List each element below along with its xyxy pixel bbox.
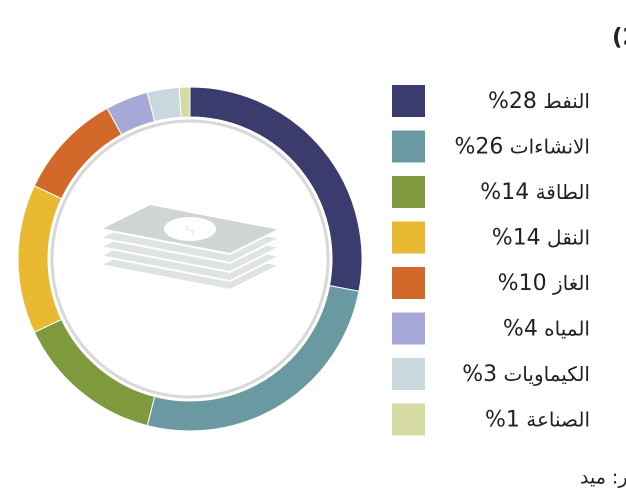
legend-entry: النفط 28%	[488, 89, 590, 115]
legend-label: النقل	[547, 225, 590, 249]
donut-segment	[178, 86, 191, 118]
money-icon: $	[96, 202, 284, 292]
legend-entry: النقل 14%	[492, 225, 590, 251]
legend-entry: الغاز 10%	[498, 271, 590, 297]
legend-swatch	[392, 130, 425, 163]
legend-swatch	[392, 403, 425, 436]
legend-swatch	[392, 358, 425, 390]
legend-entry: الكيماويات 3%	[462, 362, 590, 388]
legend-value: 3%	[462, 362, 497, 387]
legend-label: الطاقة	[536, 180, 590, 204]
legend-label: النفط	[543, 89, 590, 113]
legend-swatch	[392, 85, 425, 117]
legend-value: 28%	[488, 89, 537, 114]
legend-value: 14%	[480, 180, 529, 205]
donut-segment	[146, 285, 360, 432]
legend-value: 10%	[498, 271, 547, 296]
legend-swatch	[392, 312, 425, 345]
legend-swatch	[392, 267, 425, 299]
legend-value: 4%	[503, 317, 538, 342]
legend-label: الكيماويات	[503, 362, 590, 386]
donut-segment	[33, 107, 123, 200]
legend-label: الغاز	[552, 271, 590, 295]
legend-value: 26%	[454, 135, 503, 160]
legend-swatch	[392, 221, 425, 254]
inner-ring	[50, 119, 330, 399]
legend-entry: الصناعة 1%	[485, 407, 590, 433]
donut-segment	[33, 318, 156, 427]
legend-label: الصناعة	[526, 407, 590, 431]
dollar-sign: $	[184, 220, 197, 241]
legend-value: 1%	[485, 408, 520, 433]
legend-entry: الطاقة 14%	[480, 180, 590, 206]
legend-value: 14%	[492, 226, 541, 251]
legend-entry: المياه 4%	[503, 316, 590, 342]
source: المصدر: ميد	[580, 467, 626, 489]
legend-label: المياه	[544, 316, 590, 340]
legend-label: الانشاءات	[510, 134, 590, 158]
legend-swatch	[392, 176, 425, 208]
chart-title: العقود التي تم ترتيبها وفقاً لكل قطاع (2…	[612, 20, 626, 50]
legend-entry: الانشاءات 26%	[454, 134, 590, 160]
donut-segment	[17, 185, 63, 333]
